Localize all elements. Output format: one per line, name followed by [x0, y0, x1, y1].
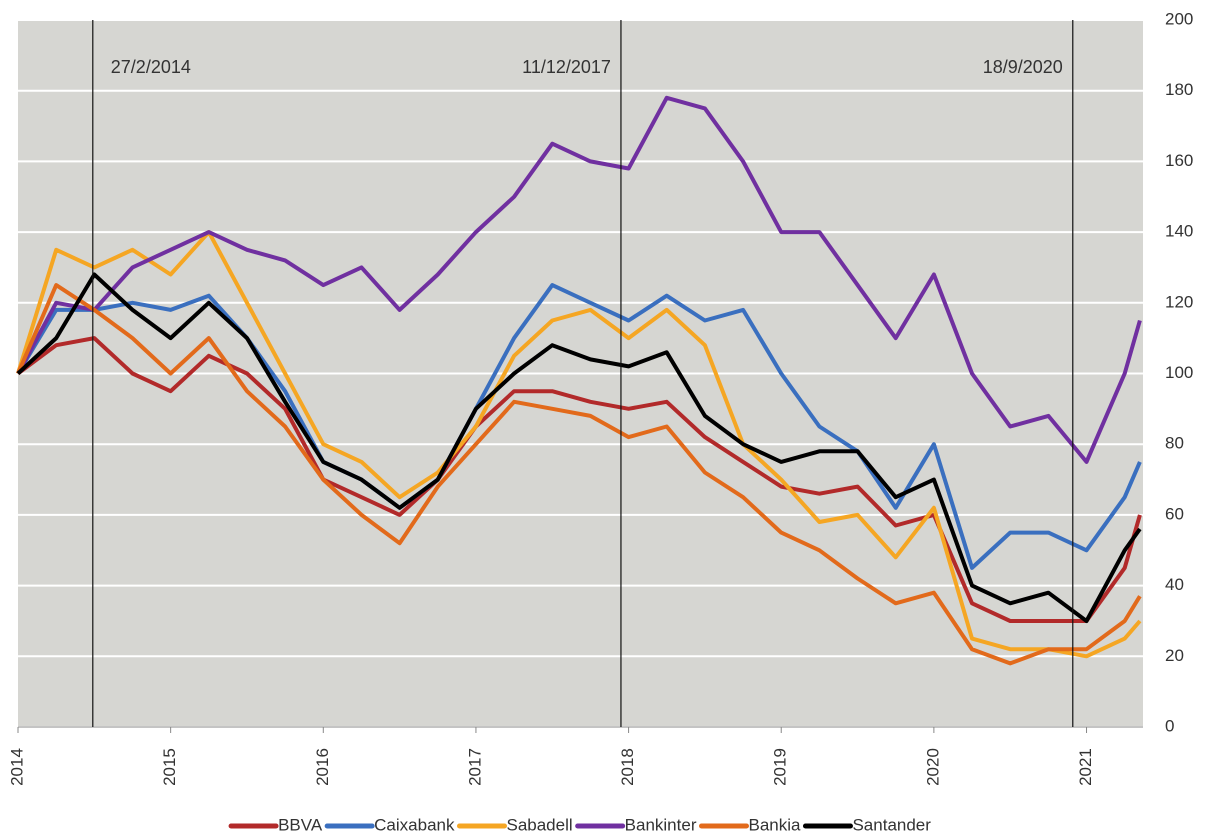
legend-label: BBVA: [278, 815, 323, 834]
legend-item: Santander: [802, 815, 931, 834]
y-tick-label: 40: [1165, 575, 1184, 594]
y-tick-label: 140: [1165, 222, 1193, 241]
x-tick-label: 2016: [313, 748, 332, 786]
y-tick-label: 200: [1165, 9, 1193, 28]
x-tick-label: 2020: [923, 748, 942, 786]
x-tick-label: 2021: [1076, 748, 1095, 786]
annotation-label: 27/2/2014: [111, 57, 191, 77]
x-tick-label: 2017: [465, 748, 484, 786]
legend-item: Bankia: [698, 815, 801, 834]
legend-label: Bankinter: [625, 815, 697, 834]
series-line: [16, 336, 1142, 623]
y-tick-label: 160: [1165, 151, 1193, 170]
x-tick-label: 2018: [618, 748, 637, 786]
x-tick-label: 2019: [771, 748, 790, 786]
y-tick-label: 120: [1165, 292, 1193, 311]
x-tick-label: 2014: [7, 748, 26, 786]
y-tick-label: 80: [1165, 434, 1184, 453]
y-tick-label: 20: [1165, 646, 1184, 665]
legend-label: Bankia: [748, 815, 801, 834]
annotation-label: 18/9/2020: [983, 57, 1063, 77]
series-line: [16, 283, 1142, 666]
y-tick-label: 100: [1165, 363, 1193, 382]
series-line: [16, 95, 1142, 464]
legend-label: Sabadell: [506, 815, 572, 834]
legend-item: Sabadell: [456, 815, 573, 834]
legend-label: Santander: [852, 815, 931, 834]
annotation-label: 11/12/2017: [522, 57, 611, 77]
series-line: [16, 272, 1142, 623]
y-tick-label: 60: [1165, 504, 1184, 523]
legend-item: Bankinter: [575, 815, 697, 834]
series-line: [16, 283, 1142, 570]
y-tick-label: 180: [1165, 80, 1193, 99]
legend-label: Caixabank: [374, 815, 455, 834]
y-tick-label: 0: [1165, 716, 1174, 735]
legend-item: Caixabank: [324, 815, 455, 834]
legend-item: BBVA: [228, 815, 323, 834]
x-tick-label: 2015: [160, 748, 179, 786]
